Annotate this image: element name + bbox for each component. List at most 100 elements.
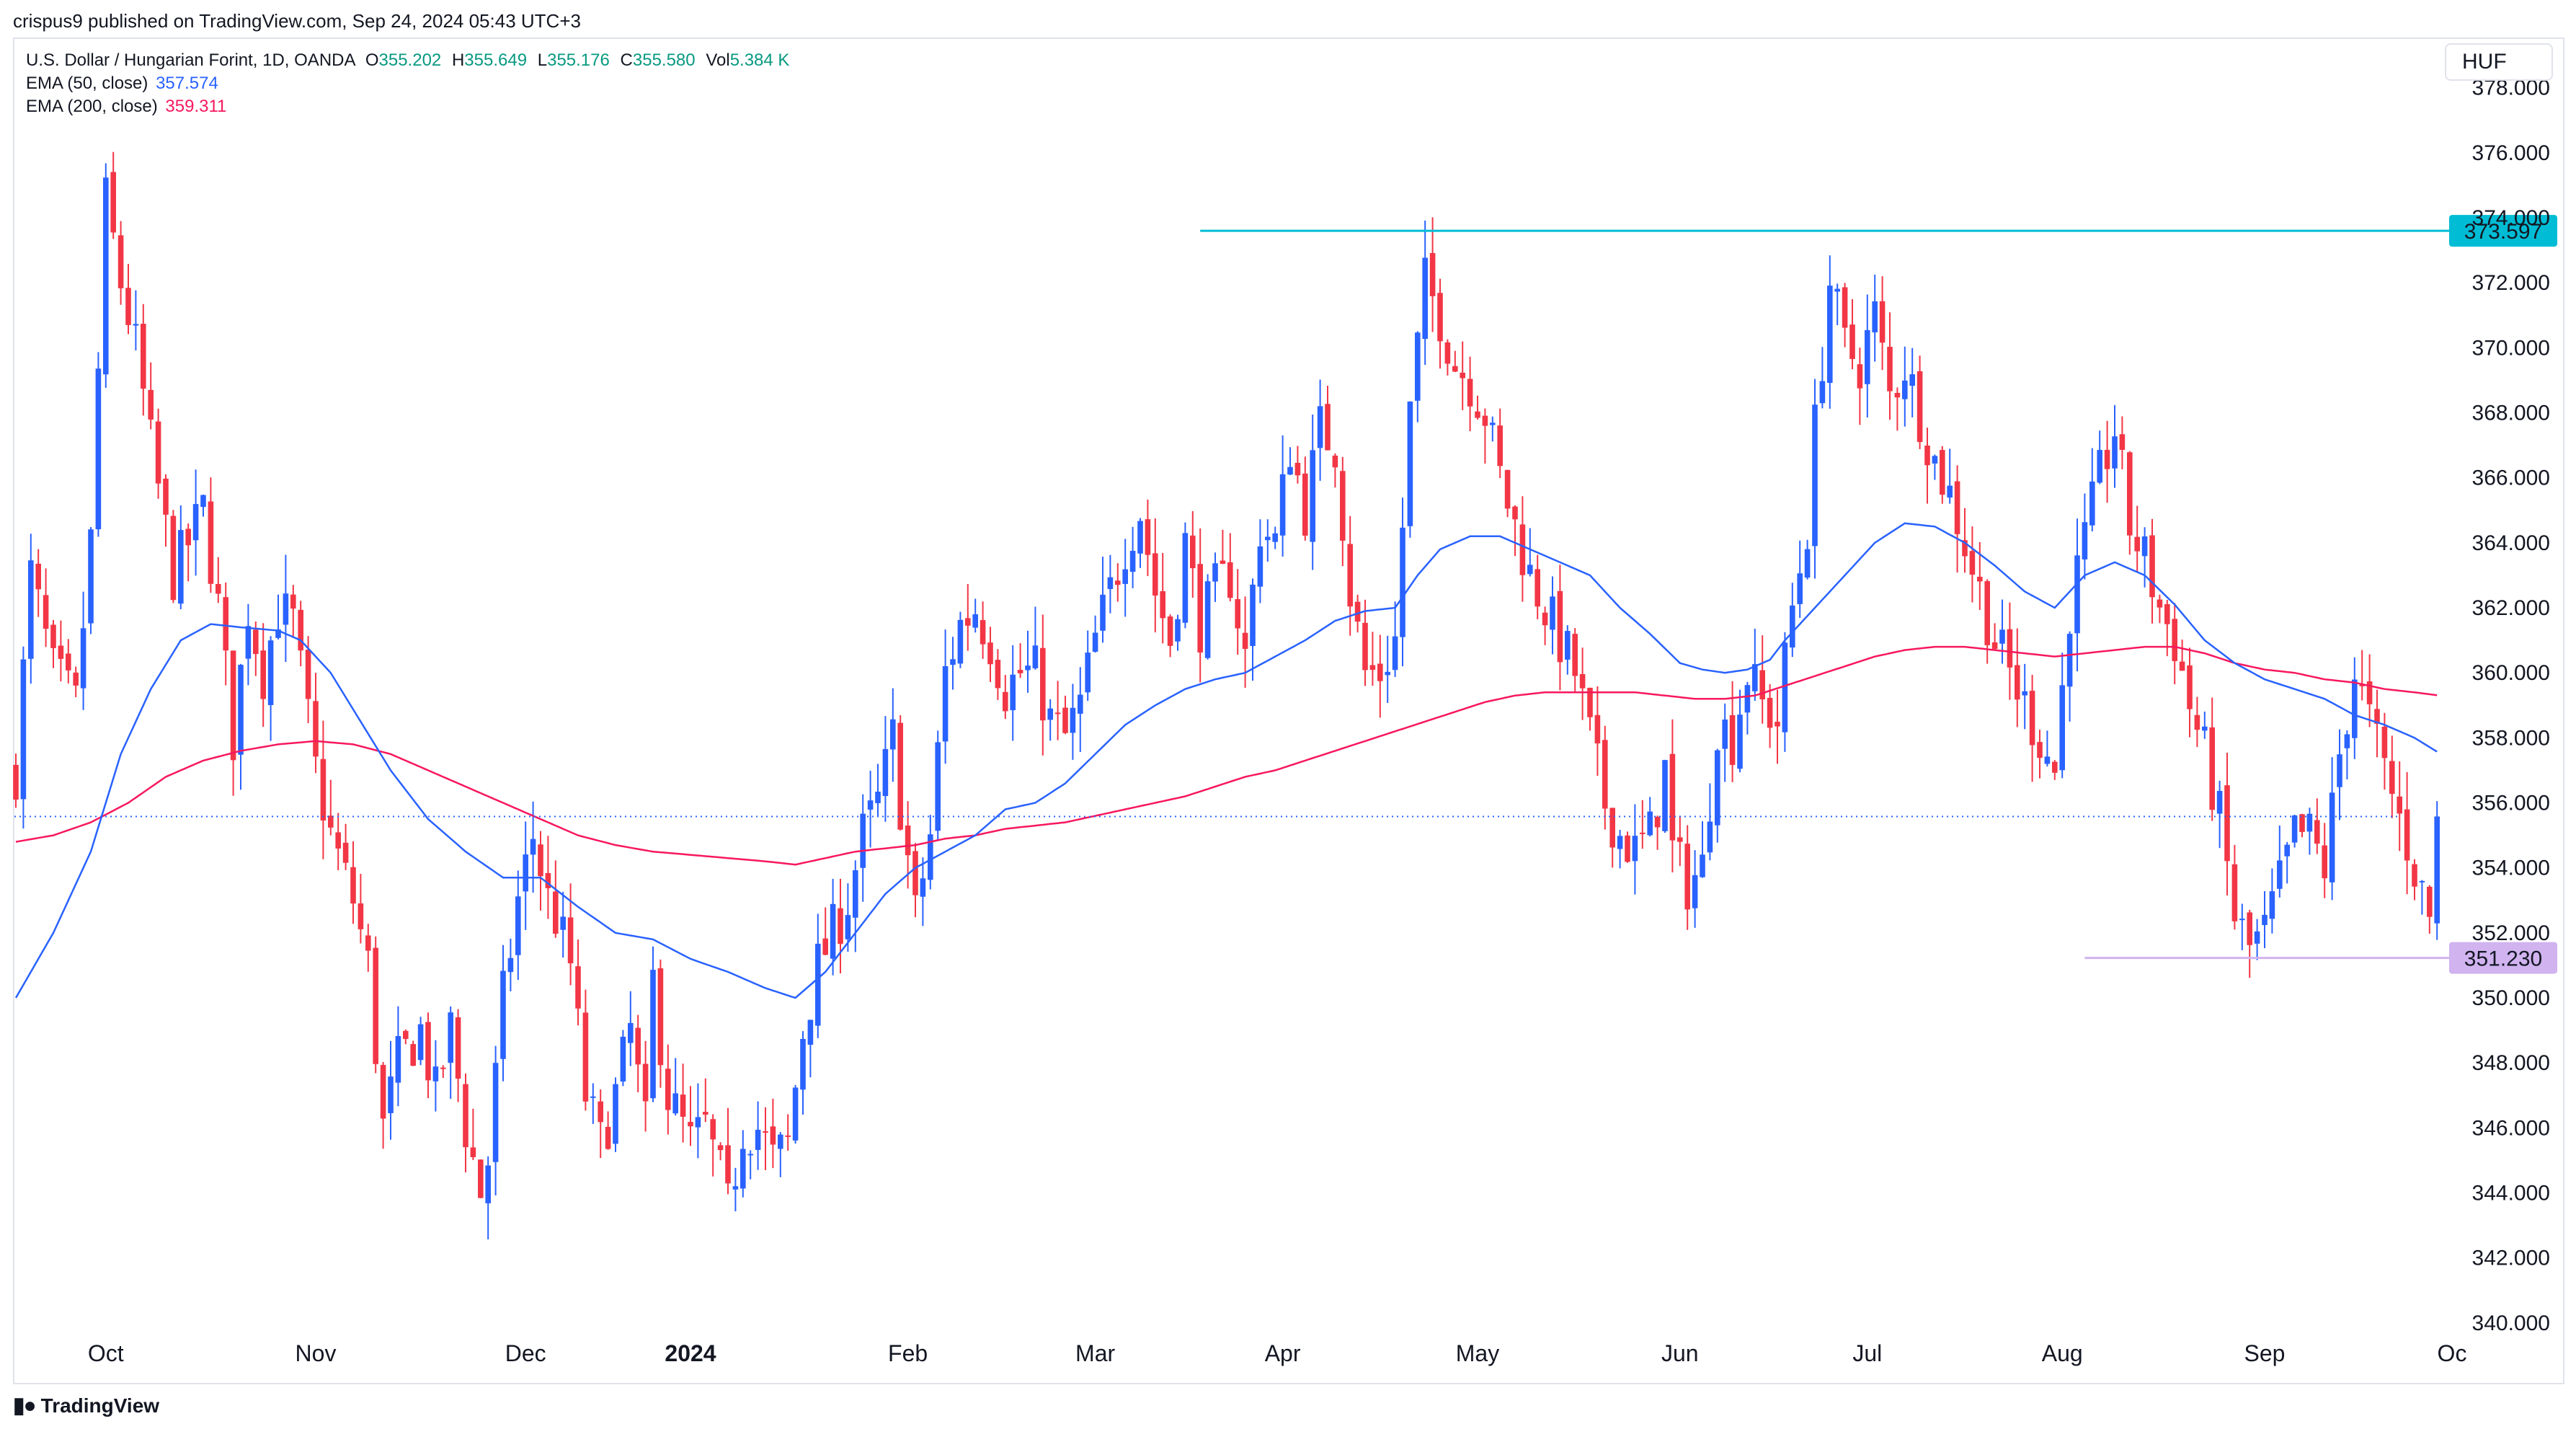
candle-down <box>1482 415 1488 426</box>
candle-up <box>1272 533 1278 542</box>
candle-up <box>740 1149 746 1189</box>
candle-down <box>1235 598 1240 629</box>
candle-down <box>2404 809 2410 861</box>
candle-down <box>1849 324 1855 359</box>
candle-down <box>1894 392 1901 398</box>
legend-open-label: O <box>365 50 379 70</box>
candle-down <box>50 624 56 648</box>
candle-down <box>1197 564 1203 652</box>
candle-up <box>950 659 956 665</box>
candle-down <box>1325 404 1331 451</box>
candle-down <box>2172 619 2177 661</box>
candle-down <box>1294 462 1301 476</box>
candle-up <box>957 619 964 664</box>
x-tick-label: Oc <box>2438 1340 2467 1366</box>
candle-down <box>2164 603 2170 624</box>
candle-down <box>598 1101 603 1123</box>
candle-up <box>103 177 109 375</box>
candle-up <box>1085 652 1091 693</box>
candle-up <box>2082 522 2088 559</box>
y-tick-label: 374.000 <box>2472 206 2550 230</box>
candle-up <box>1865 329 1870 384</box>
candle-down <box>575 966 581 1009</box>
candle-down <box>1940 450 1945 495</box>
x-tick-label: Nov <box>296 1340 337 1366</box>
candle-up <box>695 1117 701 1128</box>
candle-down <box>1115 580 1121 585</box>
candle-up <box>515 896 521 955</box>
candle-up <box>890 719 896 750</box>
candle-down <box>2029 691 2035 746</box>
candle-up <box>417 1024 424 1061</box>
candle-up <box>1422 257 1428 340</box>
candle-down <box>2381 726 2388 758</box>
candle-up <box>1400 527 1405 637</box>
candle-down <box>2374 709 2380 724</box>
candle-down <box>657 968 664 1066</box>
candle-up <box>1565 631 1571 660</box>
candle-down <box>538 844 543 877</box>
currency-button[interactable]: HUF <box>2445 43 2553 81</box>
candle-up <box>432 1066 439 1081</box>
candle-down <box>1609 808 1615 848</box>
candle-up <box>1782 642 1788 733</box>
candle-down <box>298 609 303 651</box>
chart-overlays: 373.597 351.230 <box>14 215 2557 999</box>
candle-up <box>1265 536 1271 541</box>
candle-down <box>642 1063 649 1102</box>
candle-down <box>1302 473 1308 536</box>
candle-down <box>1369 665 1376 671</box>
candle-up <box>1415 332 1421 401</box>
candle-up <box>1092 632 1098 652</box>
y-tick-label: 366.000 <box>2472 466 2550 490</box>
candle-up <box>1310 450 1315 542</box>
candle-down <box>410 1044 416 1066</box>
footer-brand[interactable]: ▮● TradingView <box>13 1393 159 1418</box>
candle-down <box>2037 742 2043 758</box>
candle-up <box>1407 401 1413 526</box>
candle-down <box>1504 469 1511 509</box>
x-tick-label: May <box>1456 1340 1499 1366</box>
legend-vol-label: Vol <box>706 50 730 70</box>
candle-down <box>117 235 124 288</box>
candle-down <box>350 867 356 904</box>
candle-up <box>1204 581 1211 658</box>
publisher-line: crispus9 published on TradingView.com, S… <box>13 10 581 32</box>
y-tick-label: 348.000 <box>2472 1051 2550 1075</box>
candle-down <box>163 478 169 515</box>
candle-down <box>253 629 259 655</box>
candle-down <box>680 1094 686 1117</box>
candle-up <box>2434 816 2440 924</box>
candle-down <box>553 891 559 934</box>
candle-down <box>1227 562 1233 598</box>
candlestick-series <box>13 151 2440 1239</box>
candle-down <box>2224 785 2230 862</box>
candle-down <box>905 826 911 856</box>
candle-up <box>1047 708 1053 720</box>
candle-down <box>1437 293 1443 342</box>
candle-up <box>2262 914 2268 926</box>
candle-up <box>2352 679 2358 738</box>
candle-down <box>141 324 146 389</box>
candle-down <box>965 618 971 626</box>
candle-down <box>425 1022 431 1081</box>
candle-up <box>755 1129 761 1150</box>
candle-up <box>867 800 874 810</box>
candle-up <box>853 870 858 918</box>
candle-up <box>1317 406 1323 448</box>
candle-up <box>1490 422 1496 425</box>
candle-up <box>192 504 199 541</box>
candle-down <box>582 1012 589 1102</box>
candle-up <box>507 957 514 973</box>
candle-up <box>2291 815 2298 843</box>
legend-high-value: 355.649 <box>464 50 528 70</box>
candle-down <box>478 1159 484 1198</box>
legend-symbol-row: U.S. Dollar / Hungarian Forint, 1D, OAND… <box>26 50 789 71</box>
candle-up <box>275 629 281 638</box>
candle-up <box>1700 854 1705 877</box>
candle-down <box>1954 481 1960 534</box>
candle-up <box>2277 860 2283 889</box>
y-tick-label: 356.000 <box>2472 792 2550 815</box>
candle-up <box>245 626 252 659</box>
